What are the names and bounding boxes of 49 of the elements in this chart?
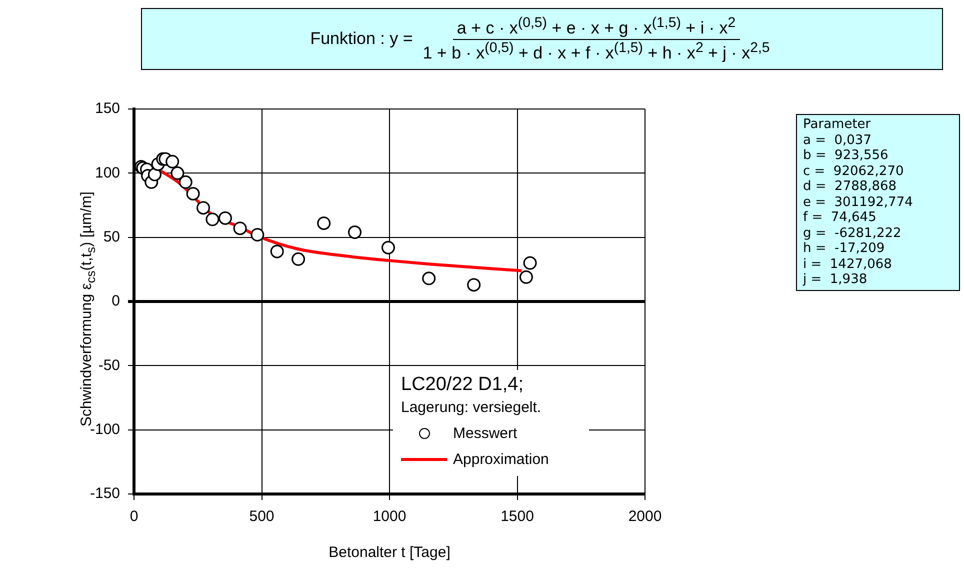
point (270, 244, 284, 258)
annotation: Lagerung: versiegelt. (401, 399, 542, 416)
text: e = 301192,774 (803, 194, 914, 210)
point (422, 272, 436, 286)
legend-label: Approximation (453, 450, 549, 468)
point (250, 228, 264, 242)
y-tick-label: 100 (94, 164, 120, 182)
y-tick-label: -150 (90, 485, 120, 502)
legend-title: LC20/22 D1,4; (401, 374, 525, 396)
text: a + c · x$^{(0,5)}$ + e · x + g · x$^{(1,5)}$ + i · x$^{2}$ (452, 14, 740, 40)
text: d = 2788,868 (803, 179, 898, 194)
x-axis-title: Betonalter t [Tage] (328, 544, 450, 562)
point (170, 166, 184, 180)
point (186, 186, 200, 200)
point (148, 168, 162, 182)
point (206, 212, 220, 226)
y-tick-label: -50 (98, 356, 120, 374)
text: f = 74,645 (803, 210, 878, 226)
point (523, 256, 537, 270)
point (381, 240, 395, 254)
point (348, 225, 362, 239)
x-tick-label: 500 (249, 508, 274, 526)
text: g = -6281,222 (803, 226, 902, 241)
x-tick-label: 2000 (628, 508, 662, 526)
x-tick-label: 1500 (500, 508, 534, 526)
legend-label: Messwert (453, 424, 518, 442)
y-tick-label: 150 (94, 100, 120, 118)
point (178, 175, 192, 189)
text: a = 0,037 (803, 132, 872, 148)
point (317, 216, 331, 230)
text: i = 1427,068 (803, 256, 893, 272)
y-tick-label: 0 (112, 292, 120, 310)
x-tick-label: 1000 (372, 508, 406, 526)
point (292, 252, 306, 266)
text: 1 + b · x$^{(0,5)}$ + d · x + f · x$^{(1,5)}$ + h · x$^{2}$ + j · x$^{2,5}$ (422, 40, 771, 64)
point (233, 222, 247, 236)
text: c = 92062,270 (803, 164, 905, 179)
point (218, 211, 232, 225)
chart-title: Funktion : y = (310, 29, 413, 49)
point (166, 154, 180, 168)
text: b = 923,556 (803, 148, 890, 164)
y-tick-label: 50 (103, 228, 120, 246)
text: j = 1,938 (803, 272, 868, 288)
text: h = -17,209 (803, 241, 886, 256)
point (196, 201, 210, 215)
point (467, 278, 481, 292)
point (519, 270, 533, 284)
x-tick-label: 0 (130, 508, 138, 526)
text: Parameter (803, 117, 872, 132)
